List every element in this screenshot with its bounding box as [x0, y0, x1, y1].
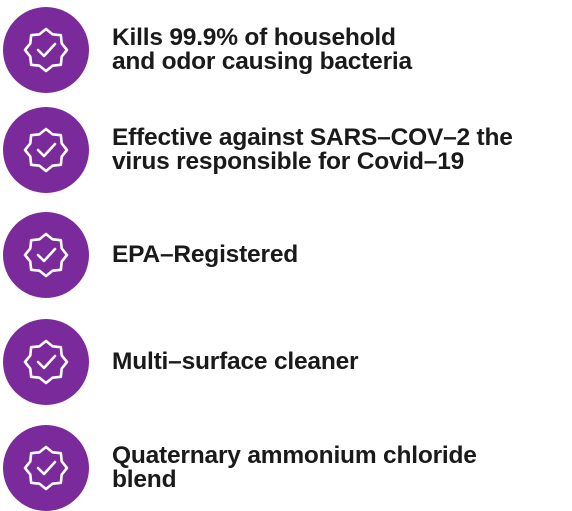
feature-row: EPA–Registered: [3, 212, 298, 298]
check-mark: [36, 460, 57, 476]
badge-circle: [3, 7, 89, 93]
badge-icon: [3, 425, 89, 511]
feature-text: Quaternary ammonium chloride blend: [112, 442, 477, 493]
check-mark: [36, 142, 57, 158]
badge-outline: [23, 232, 69, 278]
feature-line: blend: [112, 466, 177, 493]
badge-outline: [23, 127, 69, 173]
feature-row: Multi–surface cleaner: [3, 319, 359, 405]
feature-line: Quaternary ammonium chloride: [112, 442, 477, 469]
feature-text: Multi–surface cleaner: [112, 348, 359, 375]
check-mark: [36, 354, 57, 370]
feature-line: Effective against SARS–COV–2 the: [112, 124, 513, 151]
feature-row: Quaternary ammonium chloride blend: [3, 425, 477, 511]
check-mark: [36, 247, 57, 263]
badge-circle: [3, 319, 89, 405]
badge-outline: [23, 339, 69, 385]
badge-circle: [3, 107, 89, 193]
feature-line: virus responsible for Covid–19: [112, 148, 465, 175]
feature-text: Kills 99.9% of household and odor causing…: [112, 24, 412, 75]
feature-line: and odor causing bacteria: [112, 48, 412, 75]
badge-icon: [3, 107, 89, 193]
check-mark: [36, 42, 57, 58]
badge-circle: [3, 212, 89, 298]
badge-outline: [23, 445, 69, 491]
badge-icon: [3, 212, 89, 298]
badge-icon: [3, 319, 89, 405]
badge-outline: [23, 27, 69, 73]
feature-text: Effective against SARS–COV–2 the virus re…: [112, 124, 513, 175]
feature-row: Kills 99.9% of household and odor causing…: [3, 7, 412, 93]
feature-line: Kills 99.9% of household: [112, 24, 396, 51]
feature-line: Multi–surface cleaner: [112, 348, 359, 375]
feature-text: EPA–Registered: [112, 241, 299, 268]
feature-line: EPA–Registered: [112, 241, 299, 268]
badge-circle: [3, 425, 89, 511]
feature-row: Effective against SARS–COV–2 the virus re…: [3, 107, 513, 193]
badge-icon: [3, 7, 89, 93]
